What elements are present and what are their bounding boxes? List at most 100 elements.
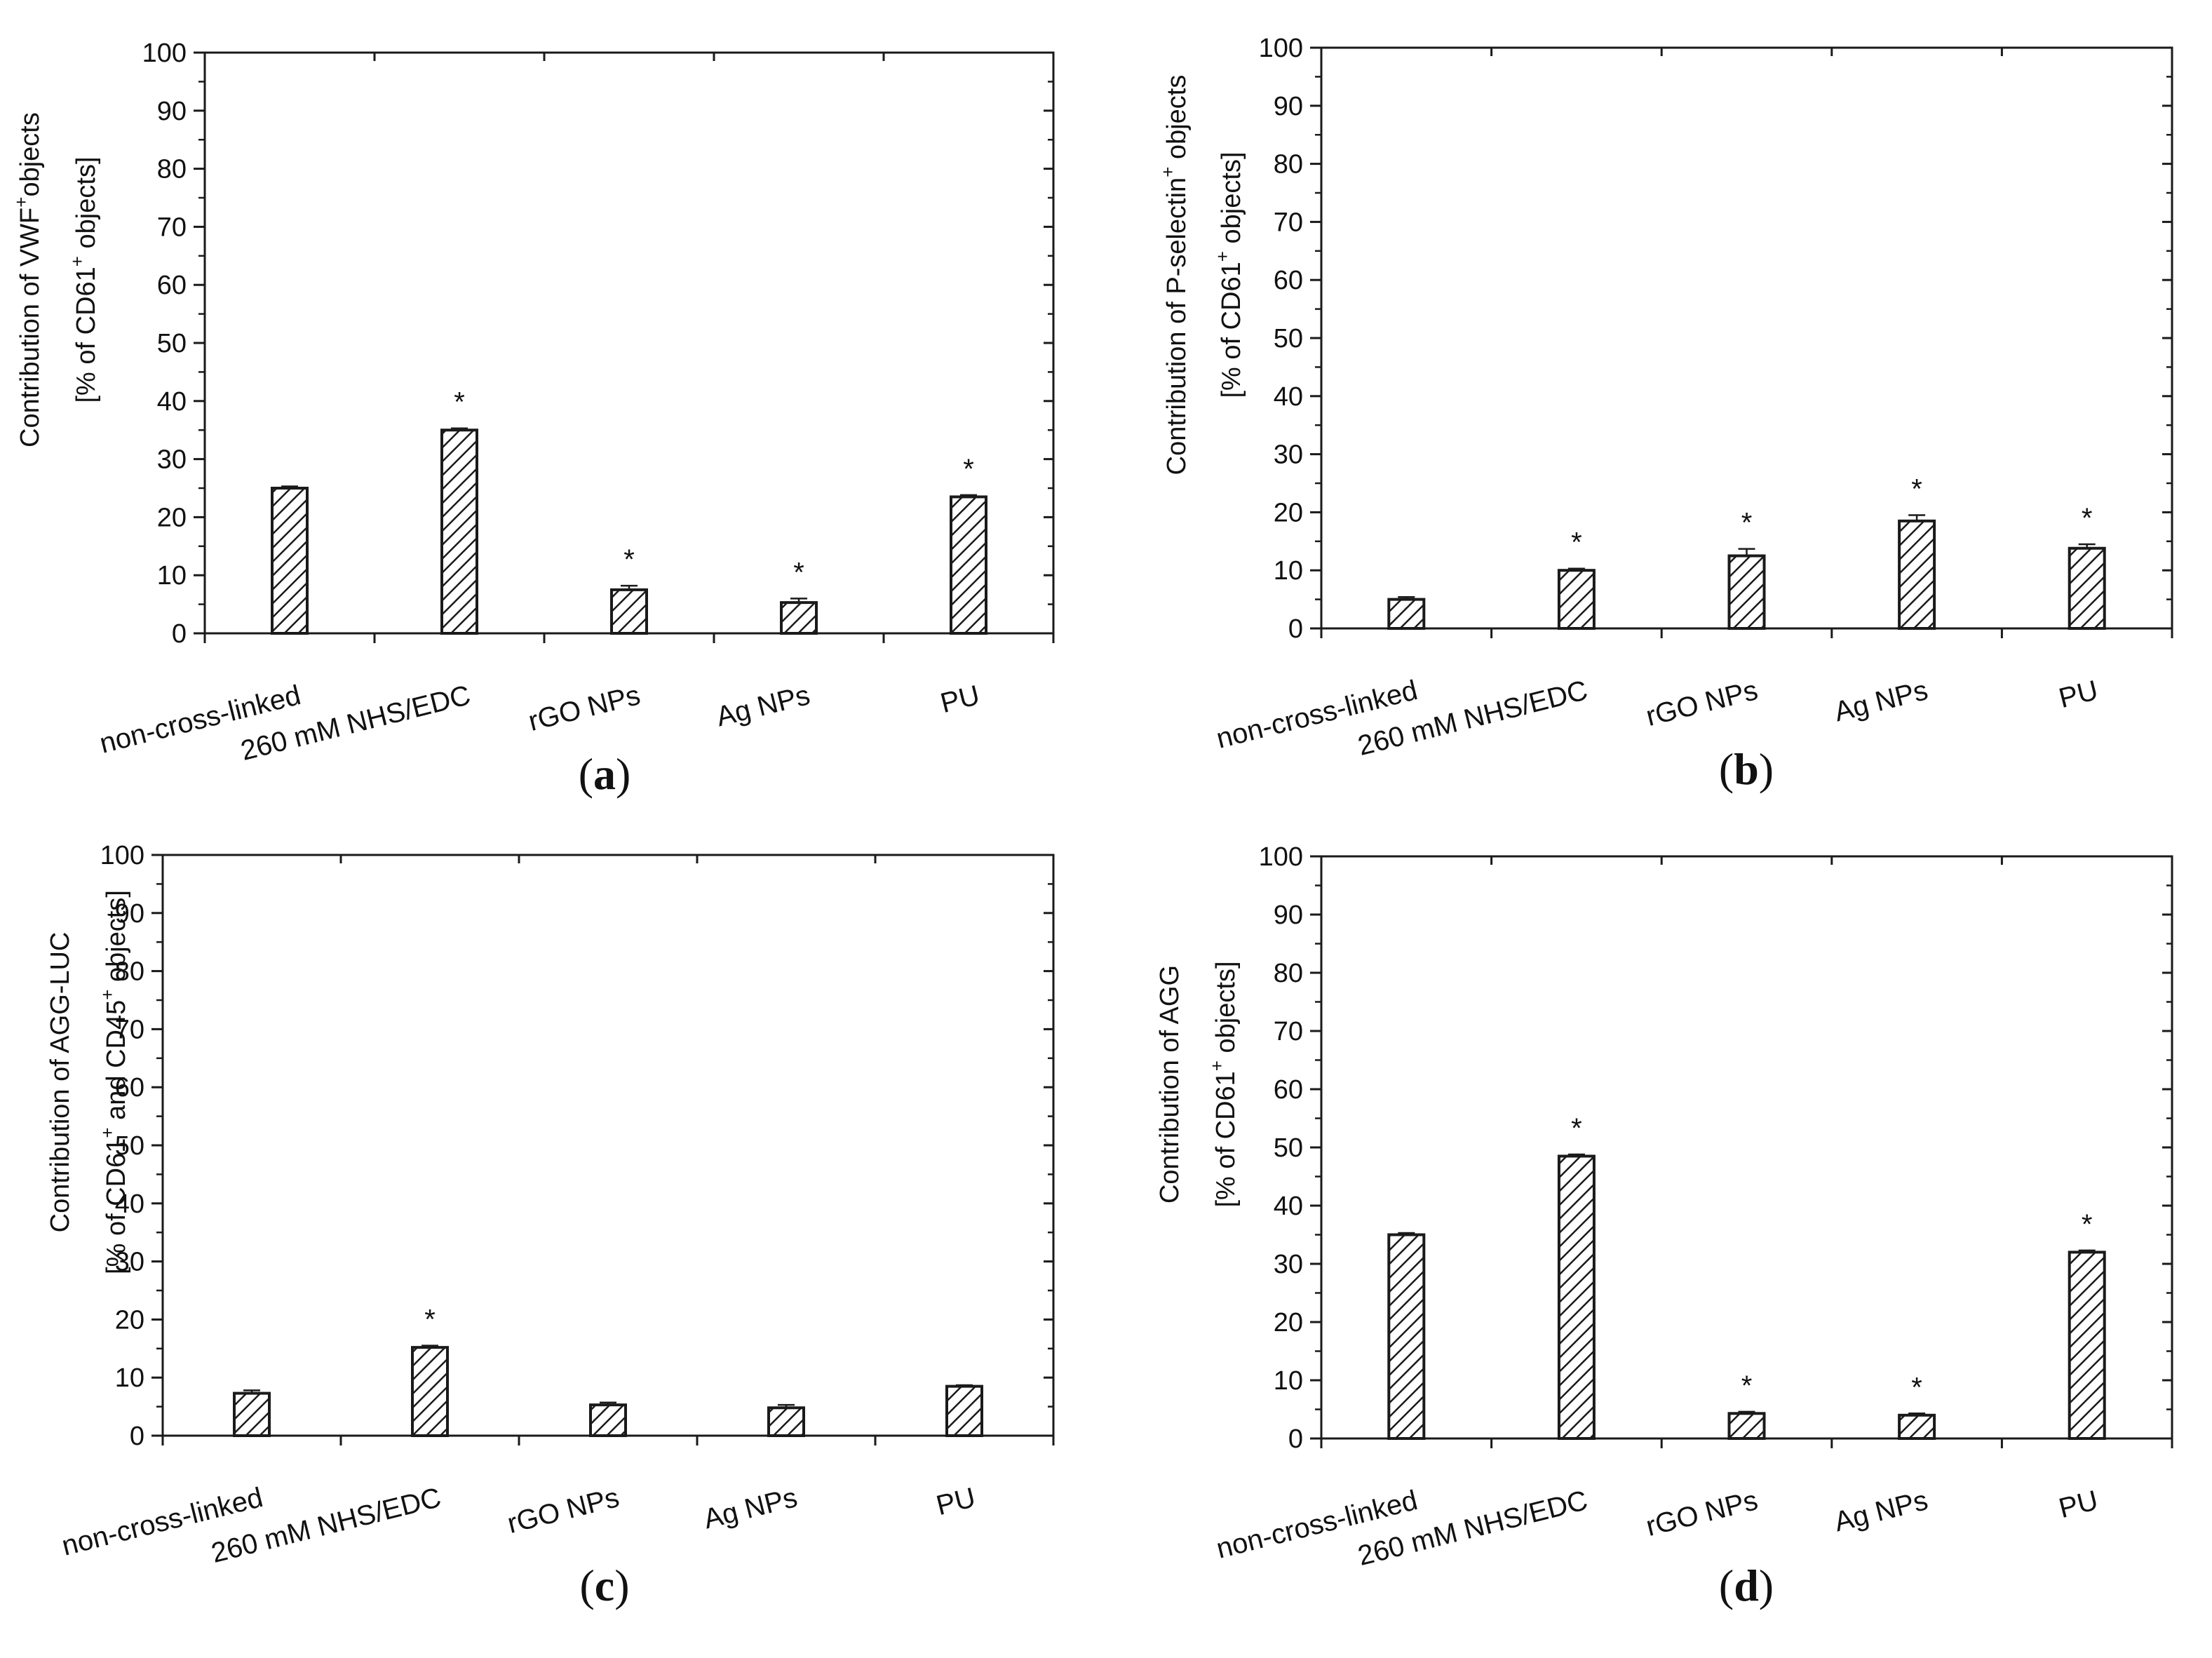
y-tick-label: 50 — [157, 329, 187, 358]
y-axis-label-line1: Contribution of AGG — [1155, 965, 1185, 1204]
bar-pu — [2068, 546, 2106, 631]
y-axis-label-line1-part: + — [1157, 167, 1178, 177]
y-axis-label-line2: [% of CD61+ objects] — [1212, 151, 1246, 398]
panel-label-paren-open: ( — [1719, 1561, 1734, 1610]
x-category-label-pu: PU — [938, 680, 983, 719]
y-tick-label: 100 — [142, 39, 187, 68]
significance-star-260-mm-nhs-edc: * — [424, 1305, 436, 1335]
panel-label-letter: a — [593, 749, 616, 799]
y-axis-label-line2-part: + — [1212, 251, 1233, 262]
x-category-label-ag-nps: Ag NPs — [713, 680, 813, 732]
x-category-label-ag-nps: Ag NPs — [701, 1482, 800, 1535]
x-category-label-pu: PU — [2056, 675, 2101, 714]
significance-star-rgo-nps: * — [1741, 1370, 1753, 1401]
bar-260-mm-nhs-edc — [411, 1346, 449, 1438]
y-tick-label: 100 — [100, 841, 144, 870]
y-tick-label: 30 — [1274, 440, 1303, 470]
significance-star-260-mm-nhs-edc: * — [454, 387, 465, 418]
x-category-label-rgo-nps: rGO NPs — [504, 1482, 622, 1539]
y-axis-label-line2: [% of CD61+ objects] — [1206, 961, 1241, 1207]
y-tick-label: 20 — [1274, 498, 1303, 527]
y-tick-label: 70 — [115, 1015, 144, 1044]
panel-label-a: (a) — [579, 749, 631, 799]
bar-pu — [950, 495, 987, 635]
y-tick-label: 60 — [1274, 266, 1303, 295]
panel-label-b: (b) — [1719, 744, 1774, 794]
y-axis-label-line2-part: objects] — [1217, 151, 1246, 251]
bar-non-cross-linked — [271, 487, 309, 635]
bar-ag-nps — [1898, 519, 1936, 630]
y-axis-label-line2-part: + — [67, 256, 88, 267]
bar-ag-nps — [767, 1406, 805, 1437]
y-tick-label: 10 — [157, 561, 187, 591]
y-tick-label: 50 — [115, 1131, 144, 1161]
x-category-label-pu: PU — [933, 1482, 979, 1521]
y-axis-label-line2-part: [% of CD61 — [102, 1138, 131, 1274]
bar-non-cross-linked — [1387, 598, 1426, 630]
y-tick-label: 0 — [1288, 614, 1303, 644]
x-category-label-ag-nps: Ag NPs — [1831, 675, 1931, 727]
x-category-label-rgo-nps: rGO NPs — [1643, 675, 1761, 732]
y-tick-label: 50 — [1274, 1133, 1303, 1163]
y-tick-label: 40 — [1274, 382, 1303, 412]
y-tick-label: 30 — [1274, 1250, 1303, 1279]
panel-label-paren-open: ( — [1719, 744, 1734, 794]
bar-260-mm-nhs-edc — [1557, 569, 1596, 631]
y-axis-label-line1-part: Contribution of P-selectin — [1162, 177, 1192, 476]
y-axis-label-line1: Contribution of VWF+objects — [11, 112, 45, 447]
y-axis-label-line1: Contribution of AGG-LUC — [46, 932, 75, 1233]
plot-frame — [1320, 46, 2173, 630]
x-category-label-pu: PU — [2056, 1485, 2101, 1524]
y-axis-label-line2-part: [% of CD61 — [1211, 1071, 1241, 1207]
panel-d: 0102030405060708090100non-cross-linked*2… — [1155, 842, 2173, 1610]
y-axis-label-line1-part: objects — [1162, 75, 1192, 167]
y-tick-label: 20 — [157, 503, 187, 532]
y-axis-label-line2-part: objects] — [102, 890, 131, 990]
y-tick-label: 90 — [157, 97, 187, 126]
y-axis-label-line2-part: [% of CD61 — [1217, 262, 1246, 398]
y-axis-label-line1-part: Contribution of AGG-LUC — [46, 932, 75, 1233]
plot-frame — [161, 854, 1055, 1437]
significance-star-pu: * — [2082, 503, 2093, 534]
y-tick-label: 60 — [157, 271, 187, 300]
significance-star-rgo-nps: * — [1741, 508, 1753, 539]
significance-star-260-mm-nhs-edc: * — [1571, 1113, 1582, 1144]
y-tick-label: 90 — [115, 899, 144, 929]
y-axis-label-line1-part: Contribution of AGG — [1155, 965, 1185, 1204]
x-category-label-rgo-nps: rGO NPs — [525, 680, 643, 737]
y-axis-label-line2-part: + — [1206, 1060, 1227, 1071]
y-tick-label: 30 — [157, 445, 187, 475]
y-axis-label-line2-part: + — [97, 1127, 118, 1138]
y-tick-label: 40 — [115, 1189, 144, 1219]
y-tick-label: 80 — [157, 155, 187, 184]
y-tick-label: 20 — [115, 1305, 144, 1335]
y-tick-label: 90 — [1274, 92, 1303, 121]
y-tick-label: 80 — [1274, 959, 1303, 988]
y-axis-label-line2-part: objects] — [1211, 961, 1241, 1060]
significance-star-pu: * — [2082, 1209, 2093, 1240]
bar-rgo-nps — [1727, 1412, 1766, 1441]
panel-label-letter: b — [1734, 744, 1759, 794]
y-tick-label: 10 — [115, 1363, 144, 1393]
panel-label-c: (c) — [579, 1561, 629, 1610]
panel-label-d: (d) — [1719, 1561, 1774, 1610]
y-axis-label-line2-part: objects] — [72, 156, 101, 256]
y-tick-label: 10 — [1274, 1366, 1303, 1396]
panel-label-letter: c — [595, 1561, 614, 1610]
bar-pu — [2068, 1251, 2106, 1441]
bar-pu — [945, 1384, 983, 1437]
y-axis-label-line2: [% of CD61+ and CD45+ objects] — [97, 890, 131, 1274]
panel-label-letter: d — [1734, 1561, 1759, 1610]
y-axis-label-line1: Contribution of P-selectin+ objects — [1157, 75, 1192, 476]
plot-frame — [1320, 855, 2173, 1440]
y-tick-label: 10 — [1274, 556, 1303, 586]
panel-label-paren-close: ) — [1759, 1561, 1774, 1610]
y-tick-label: 70 — [157, 213, 187, 242]
y-tick-label: 100 — [1259, 34, 1303, 63]
y-axis-label-line2: [% of CD61+ objects] — [67, 156, 101, 403]
x-category-label-ag-nps: Ag NPs — [1831, 1485, 1931, 1538]
y-axis-label-line2-part: + — [97, 990, 118, 1000]
bar-ag-nps — [780, 601, 818, 635]
y-tick-label: 50 — [1274, 324, 1303, 353]
